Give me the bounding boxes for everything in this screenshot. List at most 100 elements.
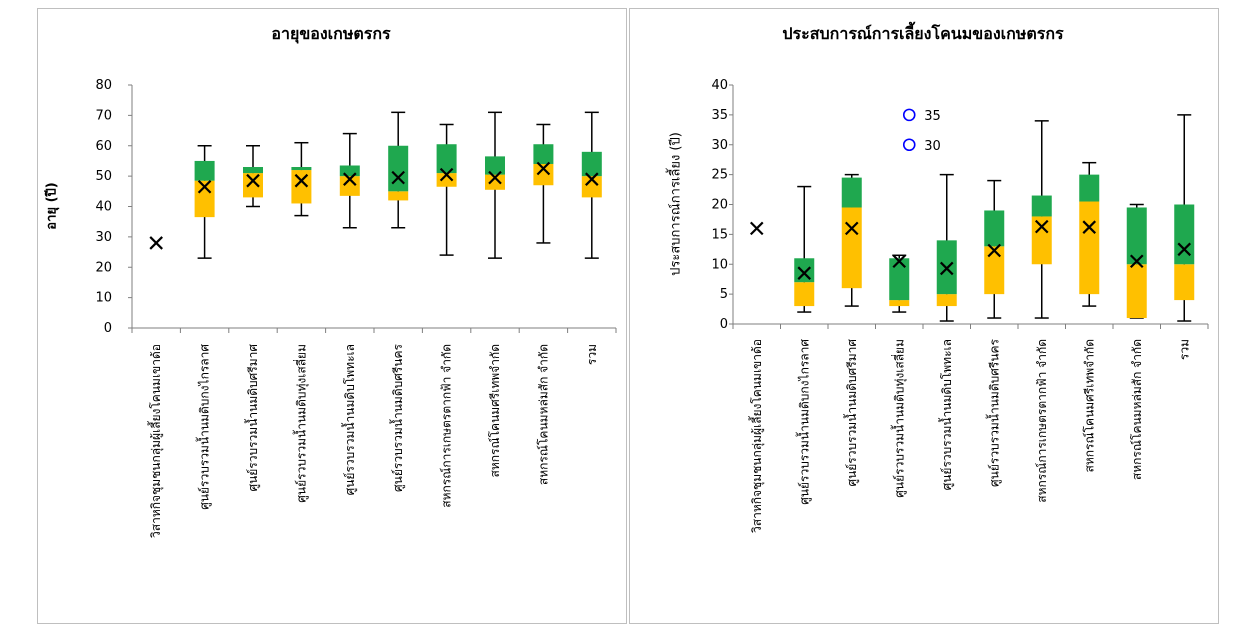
box-lower — [388, 191, 409, 201]
box-lower — [1174, 264, 1195, 301]
box-lower — [485, 174, 505, 190]
box-lower — [436, 173, 457, 187]
y-tick-label: 0 — [104, 321, 112, 336]
mean-marker — [343, 172, 357, 186]
box-lower — [291, 170, 312, 204]
category-label: ศูนย์รวบรวมน้ำนมดิบทุ่งเสลี่ยม — [292, 344, 309, 503]
category-label: สหกรณ์โคนมศรีเทพจำกัด — [488, 344, 502, 477]
mean-marker — [1129, 254, 1144, 269]
mean-marker — [892, 254, 907, 269]
mean-marker — [987, 243, 1002, 258]
box-upper — [581, 151, 602, 177]
category-label: วิสาหกิจชุมชนกลุ่มผู้เลี้ยงโคนมเขาด้อ — [748, 339, 765, 533]
box-upper — [291, 167, 312, 171]
box-lower — [794, 282, 815, 307]
mean-marker — [749, 221, 764, 236]
y-tick-label: 0 — [720, 317, 728, 332]
y-tick-label: 30 — [95, 230, 112, 245]
box-upper — [984, 210, 1005, 247]
y-tick-label: 10 — [711, 257, 728, 272]
box-upper — [194, 160, 215, 181]
mean-marker — [294, 173, 309, 188]
mean-marker — [536, 161, 551, 176]
box-lower — [936, 294, 957, 307]
category-label: รวม — [1177, 339, 1191, 360]
category-label: ศูนย์รวบรวมน้ำนมดิบศรีนคร — [389, 343, 406, 492]
outlier-point — [902, 138, 916, 152]
category-label: รวม — [585, 344, 599, 365]
mean-marker — [149, 236, 163, 250]
box-lower — [1031, 216, 1052, 265]
y-tick-label: 20 — [95, 260, 112, 275]
box-upper — [485, 156, 505, 175]
box-upper — [339, 165, 360, 177]
y-tick-label: 70 — [95, 108, 112, 123]
y-tick-label: 40 — [95, 200, 112, 215]
box-lower — [1079, 201, 1100, 295]
box-upper — [243, 167, 263, 174]
box-lower — [194, 180, 215, 218]
category-label: สหกรณ์การเกษตรตากฟ้า จำกัด — [1035, 339, 1049, 503]
category-label: สหกรณ์โคนมศรีเทพจำกัด — [1082, 339, 1096, 472]
y-tick-label: 15 — [711, 227, 728, 242]
mean-marker — [246, 173, 260, 188]
y-tick-label: 10 — [95, 291, 112, 306]
category-label: สหกรณ์การเกษตรตากฟ้า จำกัด — [440, 344, 454, 508]
outlier-label: 35 — [924, 109, 941, 124]
mean-marker — [585, 172, 599, 186]
chart-title: อายุของเกษตรกร — [271, 24, 391, 44]
box-lower — [581, 176, 602, 198]
mean-marker — [488, 170, 502, 185]
box-upper — [1031, 195, 1052, 217]
mean-marker — [939, 261, 954, 276]
category-label: วิสาหกิจชุมชนกลุ่มผู้เลี้ยงโคนมเขาด้อ — [147, 344, 164, 538]
category-label: ศูนย์รวบรวมน้ำนมดิบศรีนคร — [985, 338, 1002, 487]
box-lower — [1126, 264, 1147, 319]
mean-marker — [1082, 220, 1097, 234]
y-tick-label: 35 — [711, 108, 728, 123]
y-tick-label: 5 — [720, 287, 728, 302]
box-upper — [794, 258, 815, 283]
outlier-point — [902, 108, 916, 122]
box-lower — [984, 246, 1005, 295]
category-label: ศูนย์รวบรวมน้ำนมดิบกงไกรลาศ — [196, 344, 213, 510]
y-tick-label: 30 — [711, 138, 728, 153]
experience-chart: ประสบการณ์การเลี้ยงโคนมของเกษตรกรประสบกา… — [666, 21, 1209, 533]
mean-marker — [797, 266, 812, 280]
mean-marker — [439, 167, 454, 182]
category-label: สหกรณ์โคนมหล่มสัก จำกัด — [1130, 339, 1144, 480]
mean-marker — [1177, 242, 1192, 257]
y-axis-label: ประสบการณ์การเลี้ยง (ปี) — [666, 132, 684, 276]
y-tick-label: 60 — [95, 139, 112, 154]
box-upper — [841, 177, 862, 208]
box-upper — [1126, 207, 1147, 265]
experience-chart-panel: ประสบการณ์การเลี้ยงโคนมของเกษตรกรประสบกา… — [629, 8, 1219, 624]
box-lower — [339, 176, 360, 196]
box-lower — [243, 173, 263, 198]
category-label: สหกรณ์โคนมหล่มสัก จำกัด — [536, 344, 550, 485]
y-tick-label: 40 — [711, 78, 728, 93]
box-lower — [841, 207, 862, 289]
box-lower — [889, 300, 910, 307]
box-upper — [388, 145, 409, 192]
category-label: ศูนย์รวบรวมน้ำนมดิบศรีมาศ — [843, 339, 860, 487]
mean-marker — [197, 179, 212, 194]
age-chart-panel: อายุของเกษตรกรอายุ (ปี) 0 10 20 30 40 50 60 70 80… — [37, 8, 627, 624]
box-upper — [1174, 204, 1195, 265]
y-axis-label: อายุ (ปี) — [44, 182, 60, 229]
mean-marker — [391, 170, 405, 185]
box-lower — [533, 163, 554, 186]
box-upper — [533, 144, 554, 164]
outlier-label: 30 — [924, 139, 941, 154]
y-tick-label: 20 — [711, 198, 728, 213]
y-tick-label: 80 — [95, 78, 112, 93]
chart-title: ประสบการณ์การเลี้ยงโคนมของเกษตรกร — [782, 21, 1064, 43]
mean-marker — [1034, 219, 1049, 234]
box-upper — [889, 258, 910, 301]
category-label: ศูนย์รวบรวมน้ำนมดิบโพทะเล — [341, 344, 358, 495]
y-tick-label: 50 — [95, 169, 112, 184]
category-label: ศูนย์รวบรวมน้ำนมดิบโพทะเล — [938, 339, 955, 490]
mean-marker — [844, 221, 859, 236]
